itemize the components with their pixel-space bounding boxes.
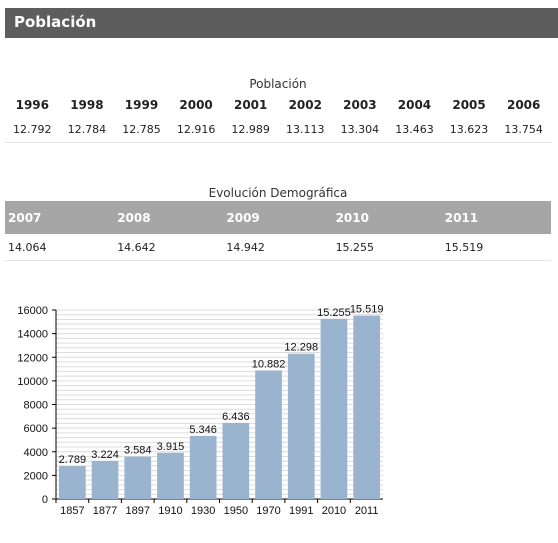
data-label: 3.584: [124, 445, 152, 457]
year-header: 2009: [223, 201, 333, 234]
y-tick-label: 14000: [17, 329, 48, 341]
data-label: 3.915: [157, 441, 185, 453]
x-tick-label: 1970: [256, 505, 280, 517]
bar: [59, 466, 86, 499]
data-label: 10.882: [252, 358, 286, 370]
population-cell: 12.989: [223, 116, 278, 143]
x-tick-label: 1950: [224, 505, 248, 517]
y-tick-label: 8000: [24, 400, 48, 412]
table-row: 12.792 12.784 12.785 12.916 12.989 13.11…: [5, 116, 551, 143]
population-bar-chart: 0 2000 4000 6000 8000 10000 12000 14000 16000 2.7…: [17, 304, 384, 517]
year-header: 1998: [70, 98, 104, 112]
y-tick-label: 2000: [24, 470, 48, 482]
population-cell: 13.113: [277, 116, 333, 143]
y-tick-label: 4000: [24, 447, 48, 459]
data-label: 3.224: [91, 449, 119, 461]
bar: [287, 353, 315, 499]
data-label: 12.298: [284, 342, 318, 354]
population-cell: 12.792: [5, 116, 60, 143]
population-cell: 14.642: [114, 234, 224, 261]
data-label: 2.789: [59, 454, 87, 466]
data-label: 5.346: [189, 424, 217, 436]
demographic-evolution-table: 2007 2008 2009 2010 2011 14.064 14.642 1…: [5, 201, 551, 261]
bar: [189, 435, 217, 499]
table1-caption: Población: [249, 77, 307, 91]
table-header-row: 1996 1998 1999 2000 2001 2002 2003 2004 …: [5, 94, 551, 116]
year-header: 2000: [179, 98, 213, 112]
population-cell: 15.255: [332, 234, 442, 261]
y-tick-label: 16000: [17, 305, 48, 317]
population-cell: 14.064: [5, 234, 115, 261]
year-header: 2001: [233, 98, 268, 112]
y-tick-label: 10000: [17, 376, 48, 388]
section-header: Población: [5, 8, 558, 38]
section-title: Población: [14, 13, 97, 31]
year-header: 2008: [114, 201, 224, 234]
bar: [255, 370, 282, 499]
bar: [91, 460, 119, 499]
x-tick-label: 2010: [322, 505, 346, 517]
data-label: 15.519: [350, 304, 384, 316]
year-header: 2010: [332, 201, 442, 234]
data-label: 6.436: [222, 411, 250, 423]
year-header: 2002: [288, 98, 322, 112]
population-cell: 13.463: [387, 116, 442, 143]
population-cell: 13.754: [496, 116, 551, 143]
y-tick-label: 6000: [24, 423, 48, 435]
bar: [157, 452, 184, 499]
x-tick-label: 1897: [126, 505, 150, 517]
bar: [353, 315, 380, 499]
population-cell: 13.623: [441, 116, 497, 143]
bar: [124, 456, 152, 499]
x-tick-label: 1991: [289, 505, 313, 517]
y-tick-label: 12000: [17, 352, 48, 364]
y-tick-label: 0: [42, 494, 48, 506]
population-cell: 15.519: [441, 234, 551, 261]
year-header: 2007: [5, 201, 115, 234]
population-cell: 12.785: [114, 116, 169, 143]
data-label: 15.255: [317, 307, 351, 319]
x-tick-label: 1910: [158, 505, 182, 517]
x-tick-label: 1930: [191, 505, 215, 517]
table2-caption: Evolución Demográfica: [208, 186, 348, 200]
x-tick-label: 1857: [60, 505, 84, 517]
year-header: 2011: [441, 201, 551, 234]
table-header-row: 2007 2008 2009 2010 2011: [5, 201, 551, 234]
year-header: 1999: [124, 98, 159, 112]
bar: [222, 422, 250, 499]
year-header: 1996: [15, 98, 49, 112]
year-header: 2003: [343, 98, 377, 112]
x-tick-label: 1877: [93, 505, 117, 517]
population-table-1996-2006: 1996 1998 1999 2000 2001 2002 2003 2004 …: [5, 94, 551, 143]
year-header: 2004: [397, 98, 432, 112]
population-cell: 14.942: [223, 234, 333, 261]
year-header: 2005: [452, 98, 486, 112]
population-cell: 13.304: [332, 116, 388, 143]
population-cell: 12.784: [59, 116, 115, 143]
x-tick-label: 2011: [355, 505, 379, 517]
table-row: 14.064 14.642 14.942 15.255 15.519: [5, 234, 551, 261]
population-cell: 12.916: [168, 116, 224, 143]
year-header: 2006: [506, 98, 541, 112]
bar: [320, 318, 348, 499]
